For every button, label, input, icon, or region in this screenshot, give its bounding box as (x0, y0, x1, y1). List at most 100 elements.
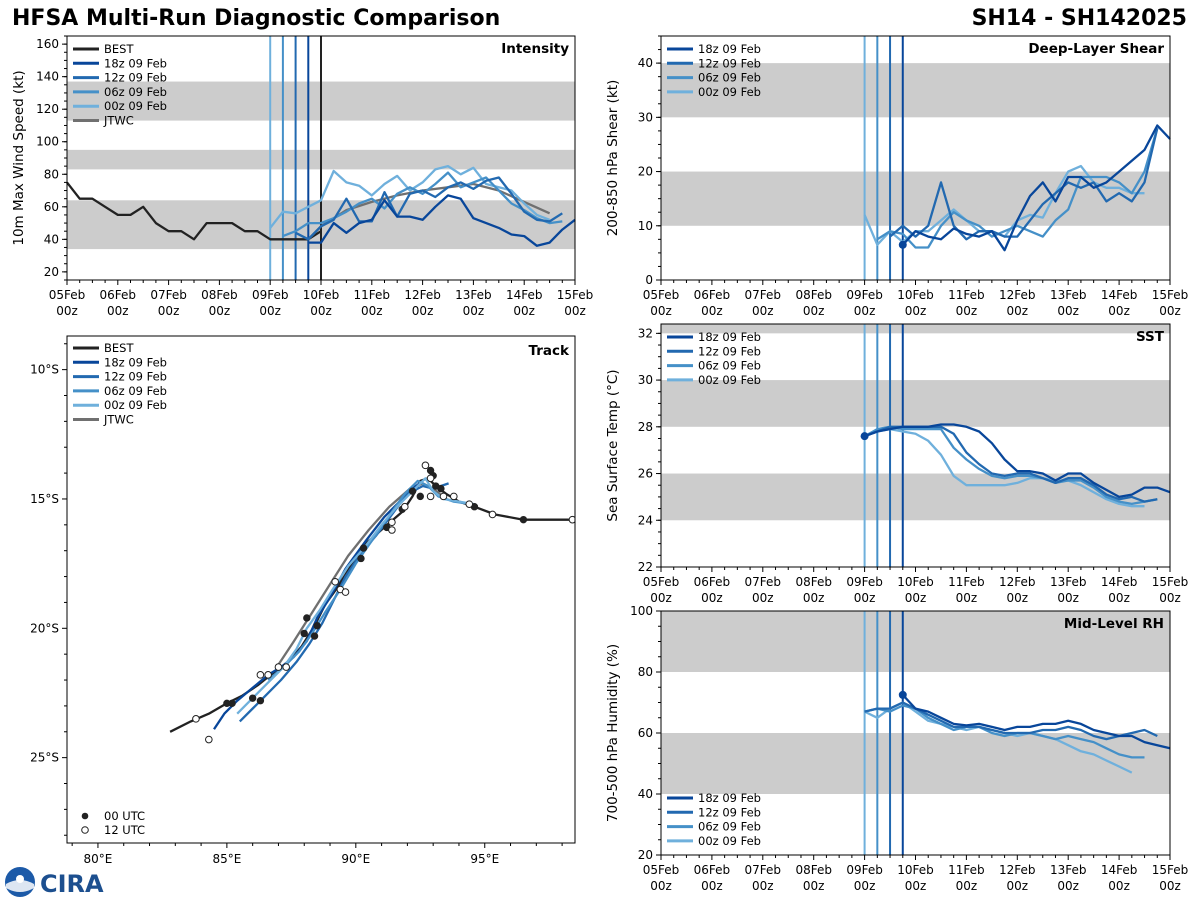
y-tick-label: 120 (36, 102, 59, 116)
x-tick-date: 08Feb (795, 575, 832, 589)
legend-label: 00z 09 Feb (698, 834, 761, 848)
x-tick-hour: 00z (803, 304, 825, 318)
x-tick-date: 12Feb (999, 575, 1036, 589)
threshold-band (661, 733, 1170, 794)
x-tick-hour: 00z (803, 879, 825, 893)
legend-label: JTWC (103, 114, 134, 128)
x-tick-hour: 00z (1057, 304, 1079, 318)
y-tick-label: 20°S (30, 621, 59, 635)
y-tick-label: 20 (638, 848, 653, 862)
legend-label: BEST (104, 42, 134, 56)
legend-label: 12z 09 Feb (698, 805, 761, 819)
x-tick-hour: 00z (956, 591, 978, 605)
x-tick-date: 12Feb (404, 288, 441, 302)
x-tick-hour: 00z (701, 304, 723, 318)
x-tick-hour: 00z (209, 304, 231, 318)
threshold-band (661, 611, 1170, 672)
x-tick-date: 11Feb (948, 288, 985, 302)
figure-title: HFSA Multi-Run Diagnostic Comparison (12, 6, 501, 31)
y-tick-label: 25°S (30, 751, 59, 765)
y-tick-label: 10°S (30, 363, 59, 377)
x-tick-hour: 00z (650, 304, 672, 318)
threshold-band (661, 171, 1170, 226)
x-tick-date: 14Feb (1101, 575, 1138, 589)
x-tick-date: 07Feb (745, 575, 782, 589)
x-tick-hour: 00z (803, 591, 825, 605)
x-tick-hour: 00z (1057, 591, 1079, 605)
panel-track: 80°E 85°E 90°E 95°E 10°S 15°S 20°S 25°S Track BES… (30, 335, 576, 866)
y-tick-label: 60 (44, 200, 59, 214)
legend-label: 12z 09 Feb (698, 344, 761, 358)
x-tick-hour: 00z (701, 879, 723, 893)
y-tick-label: 26 (638, 467, 653, 481)
series-line (889, 127, 1159, 241)
x-tick-date: 13Feb (1050, 288, 1087, 302)
y-tick-label: 160 (36, 37, 59, 51)
x-tick-date: 13Feb (1050, 863, 1087, 877)
panel-intensity: 20 40 60 80 100 120 140 160 05Feb 00z 06Feb 00z 07Fe… (11, 35, 593, 318)
y-axis-label: 200-850 hPa Shear (kt) (605, 80, 621, 237)
track-point-00utc (303, 614, 311, 622)
track-line (213, 479, 424, 730)
x-tick-date: 13Feb (1050, 575, 1087, 589)
x-tick-date: 10Feb (897, 575, 934, 589)
track-line (238, 482, 449, 723)
series-line (864, 425, 1158, 506)
x-tick-hour: 00z (1159, 304, 1181, 318)
x-tick-hour: 00z (1057, 879, 1079, 893)
x-tick-date: 14Feb (1101, 288, 1138, 302)
y-tick-label: 20 (44, 265, 59, 279)
legend-label: 00z 09 Feb (104, 99, 167, 113)
y-tick-label: 30 (638, 110, 653, 124)
cira-logo: CIRA (5, 867, 104, 898)
x-tick-date: 09Feb (252, 288, 289, 302)
track-lines (169, 461, 575, 744)
track-point-00utc (256, 697, 265, 705)
track-point-12utc (401, 502, 409, 511)
x-tick-hour: 00z (463, 304, 485, 318)
y-tick-label: 100 (630, 604, 653, 618)
x-tick-date: 15Feb (1152, 863, 1189, 877)
track-point-00utc (426, 466, 435, 475)
legend-label: JTWC (103, 413, 134, 427)
x-tick-hour: 00z (854, 591, 876, 605)
x-tick-hour: 00z (259, 304, 281, 318)
series-line (901, 694, 1171, 750)
x-tick-date: 11Feb (354, 288, 391, 302)
threshold-band (661, 324, 1170, 334)
y-tick-label: 100 (36, 135, 59, 149)
axes-frame (66, 335, 576, 844)
threshold-band (661, 63, 1170, 118)
y-tick-label: 80 (638, 665, 653, 679)
y-tick-label: 40 (638, 787, 653, 801)
track-point-00utc (408, 487, 417, 495)
x-tick-hour: 00z (905, 879, 927, 893)
x-tick-hour: 00z (650, 879, 672, 893)
legend-label: 18z 09 Feb (698, 42, 761, 56)
x-tick-hour: 00z (1159, 591, 1181, 605)
track-point-00utc (437, 484, 445, 493)
x-tick-date: 06Feb (100, 288, 137, 302)
x-tick-hour: 00z (1007, 304, 1029, 318)
x-tick-date: 10Feb (897, 288, 934, 302)
x-tick-date: 08Feb (795, 863, 832, 877)
track-point-12utc (439, 492, 448, 501)
legend-label: BEST (104, 341, 134, 355)
y-tick-label: 20 (638, 165, 653, 179)
series-line (282, 171, 563, 238)
x-tick-hour: 00z (412, 304, 434, 318)
panel-title: Deep-Layer Shear (1028, 41, 1164, 57)
legend-label: 06z 09 Feb (698, 820, 761, 834)
x-tick-hour: 00z (701, 591, 723, 605)
x-tick-hour: 00z (564, 304, 586, 318)
panel-title: Mid-Level RH (1064, 616, 1164, 632)
y-axis-label: 700-500 hPa Humidity (%) (605, 644, 621, 822)
noaa-bird-icon (16, 875, 24, 883)
y-axis-label: Sea Surface Temp (°C) (605, 369, 621, 521)
x-tick-hour: 00z (956, 304, 978, 318)
x-tick-label: 95°E (470, 852, 499, 866)
track-point-00utc (416, 492, 424, 501)
y-tick-label: 30 (638, 373, 653, 387)
track-point-00utc (228, 699, 236, 708)
